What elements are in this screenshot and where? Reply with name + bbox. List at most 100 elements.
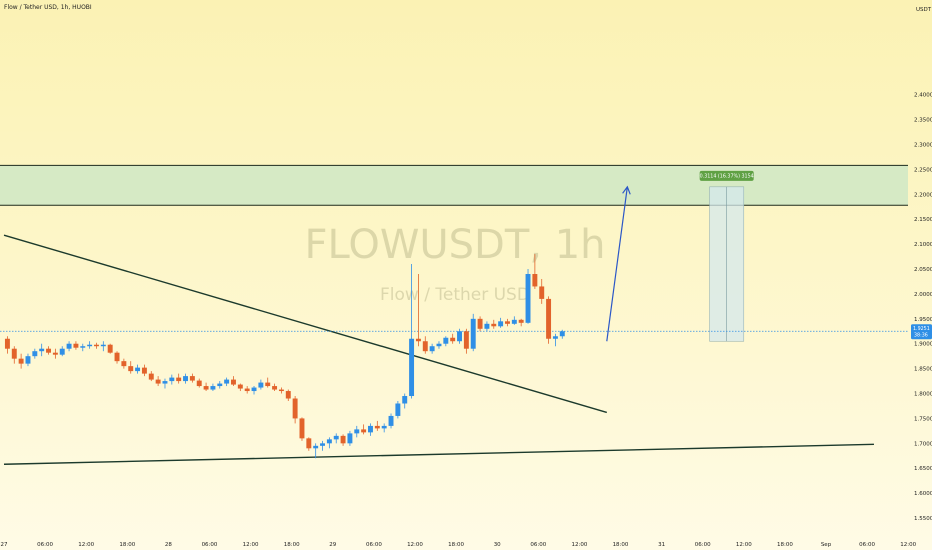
candle-body[interactable]	[183, 376, 188, 382]
candle-body[interactable]	[395, 403, 401, 416]
candle-body[interactable]	[340, 435, 346, 444]
candle-body[interactable]	[409, 338, 415, 397]
candle-body[interactable]	[457, 331, 462, 342]
x-tick-label: 28	[165, 542, 172, 548]
y-tick-label: 2.0500	[914, 267, 932, 273]
candle-body[interactable]	[80, 346, 86, 348]
candle-body[interactable]	[25, 356, 31, 364]
candle-body[interactable]	[374, 425, 380, 429]
candle-body[interactable]	[285, 391, 291, 399]
candle-body[interactable]	[463, 331, 469, 349]
candle-body[interactable]	[525, 274, 531, 323]
y-tick-label: 2.1500	[914, 217, 932, 223]
candle-body[interactable]	[422, 341, 428, 352]
candle-body[interactable]	[313, 445, 319, 449]
candle-body[interactable]	[477, 318, 483, 329]
candle-body[interactable]	[46, 348, 51, 353]
candle-body[interactable]	[498, 321, 504, 327]
candle-body[interactable]	[278, 389, 284, 392]
candle-body[interactable]	[107, 344, 113, 353]
candle-body[interactable]	[224, 379, 230, 384]
candle-body[interactable]	[121, 361, 127, 367]
candle-body[interactable]	[402, 396, 408, 404]
candle-body[interactable]	[292, 398, 298, 419]
candle-body[interactable]	[306, 438, 312, 449]
candlestick-series	[4, 254, 565, 459]
candle-body[interactable]	[539, 286, 545, 299]
x-tick-label: 18:00	[119, 542, 135, 548]
candle-body[interactable]	[210, 386, 216, 390]
x-tick-label: 29	[329, 542, 336, 548]
candle-body[interactable]	[491, 323, 497, 327]
candle-body[interactable]	[162, 381, 168, 384]
candle-body[interactable]	[114, 352, 120, 362]
candle-body[interactable]	[559, 331, 565, 337]
candle-body[interactable]	[299, 418, 305, 439]
candle-body[interactable]	[532, 274, 538, 287]
candle-body[interactable]	[429, 346, 435, 352]
candle-body[interactable]	[87, 344, 93, 347]
candle-body[interactable]	[320, 443, 325, 446]
x-tick-label: 18:00	[613, 542, 629, 548]
y-axis-ticks[interactable]: 2.4000 2.3500 2.3000 2.2500 2.2000 2.1500 2.10…	[914, 93, 932, 522]
ascending-trendline[interactable]	[3, 443, 874, 465]
candle-body[interactable]	[39, 348, 45, 352]
candle-body[interactable]	[73, 343, 79, 348]
candle-body[interactable]	[176, 377, 182, 382]
candle-body[interactable]	[148, 373, 154, 380]
candle-body[interactable]	[272, 386, 278, 390]
candle-body[interactable]	[518, 319, 524, 323]
candle-body[interactable]	[4, 338, 10, 349]
x-axis-ticks[interactable]: 27 06:00 12:00 18:00 28 06:00 12:00 18:00 29 06:0…	[1, 542, 932, 548]
symbol-label: Flow / Tether USD, 1h, HUOBI	[4, 4, 92, 11]
candle-body[interactable]	[231, 379, 236, 385]
candle-body[interactable]	[251, 387, 257, 392]
resistance-zone[interactable]	[0, 165, 908, 206]
candle-body[interactable]	[52, 352, 58, 355]
candle-body[interactable]	[265, 382, 271, 387]
candle-body[interactable]	[141, 367, 147, 374]
candle-body[interactable]	[155, 379, 161, 384]
candle-body[interactable]	[511, 319, 517, 324]
candle-body[interactable]	[333, 435, 339, 440]
candle-body[interactable]	[169, 377, 175, 382]
candle-body[interactable]	[361, 429, 367, 433]
candle-body[interactable]	[388, 415, 394, 426]
candle-body[interactable]	[128, 366, 134, 372]
candle-body[interactable]	[196, 380, 202, 387]
candle-body[interactable]	[470, 318, 476, 349]
candle-body[interactable]	[368, 425, 373, 433]
candle-body[interactable]	[443, 337, 449, 344]
candle-body[interactable]	[326, 439, 332, 444]
candle-body[interactable]	[450, 337, 456, 342]
candle-body[interactable]	[505, 321, 510, 324]
candle-body[interactable]	[258, 382, 264, 388]
candle-body[interactable]	[189, 376, 195, 381]
candle-body[interactable]	[436, 343, 442, 347]
candle-body[interactable]	[100, 344, 106, 347]
candle-body[interactable]	[381, 425, 387, 429]
candle-body[interactable]	[203, 386, 209, 390]
candle-body[interactable]	[32, 351, 38, 357]
candle-body[interactable]	[552, 336, 558, 339]
candle-body[interactable]	[66, 343, 72, 349]
candle-body[interactable]	[415, 338, 421, 342]
candle-body[interactable]	[347, 433, 353, 444]
projection-arrow-shaft[interactable]	[606, 186, 628, 342]
y-tick-label: 1.7500	[914, 416, 932, 422]
candle-body[interactable]	[59, 348, 65, 355]
candle-body[interactable]	[237, 384, 243, 389]
candle-body[interactable]	[135, 367, 141, 372]
candle-body[interactable]	[11, 348, 17, 359]
projection-arrow-head[interactable]	[622, 185, 631, 195]
candle-body[interactable]	[484, 323, 490, 329]
candle-body[interactable]	[546, 298, 552, 339]
candle-body[interactable]	[217, 383, 223, 387]
candle-body[interactable]	[244, 388, 250, 392]
y-tick-label: 1.9000	[914, 342, 932, 348]
descending-trendline[interactable]	[3, 234, 607, 414]
candle-body[interactable]	[18, 358, 24, 364]
candle-body[interactable]	[94, 344, 99, 347]
candle-body[interactable]	[354, 429, 360, 434]
